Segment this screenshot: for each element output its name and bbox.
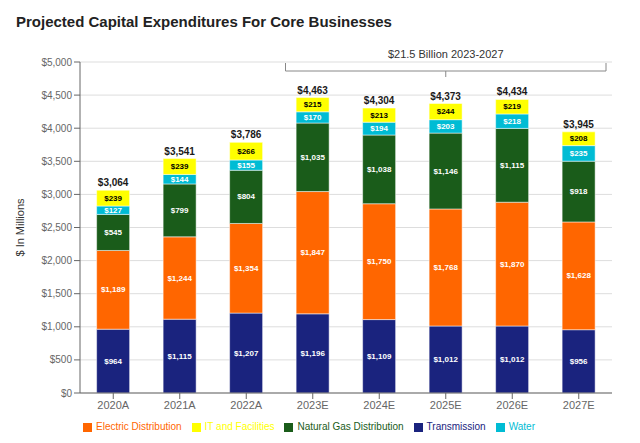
svg-text:$1,354: $1,354 (234, 264, 259, 273)
html-text:Electric Distribution: Electric Distribution (96, 421, 182, 432)
svg-text:$799: $799 (171, 206, 189, 215)
svg-text:$3,064: $3,064 (98, 177, 129, 188)
svg-text:$208: $208 (570, 134, 588, 143)
svg-text:2020A: 2020A (97, 399, 129, 411)
svg-text:$3,500: $3,500 (41, 156, 72, 167)
svg-text:$1,244: $1,244 (167, 274, 192, 283)
svg-text:$144: $144 (171, 175, 189, 184)
svg-text:$219: $219 (503, 102, 521, 111)
svg-text:$170: $170 (304, 113, 322, 122)
svg-text:$3,000: $3,000 (41, 189, 72, 200)
svg-text:$500: $500 (50, 354, 73, 365)
svg-text:$964: $964 (104, 357, 122, 366)
svg-text:$804: $804 (237, 192, 255, 201)
svg-text:$1,768: $1,768 (433, 263, 458, 272)
svg-text:$2,000: $2,000 (41, 255, 72, 266)
svg-text:$1,196: $1,196 (300, 349, 325, 358)
svg-text:$1,000: $1,000 (41, 321, 72, 332)
svg-text:$956: $956 (570, 357, 588, 366)
svg-text:$155: $155 (237, 161, 255, 170)
svg-text:$4,373: $4,373 (430, 91, 461, 102)
svg-text:$1,750: $1,750 (367, 257, 392, 266)
svg-text:$215: $215 (304, 100, 322, 109)
svg-text:$3,541: $3,541 (164, 146, 195, 157)
svg-text:$239: $239 (104, 194, 122, 203)
svg-text:$1,109: $1,109 (367, 352, 392, 361)
svg-text:$244: $244 (437, 107, 455, 116)
svg-text:$203: $203 (437, 122, 455, 131)
svg-text:$21.5 Billion 2023-2027: $21.5 Billion 2023-2027 (388, 48, 504, 60)
svg-text:$1,012: $1,012 (500, 355, 525, 364)
svg-text:$1,500: $1,500 (41, 288, 72, 299)
html-text:IT and Facilities: IT and Facilities (204, 421, 275, 432)
svg-text:$5,000: $5,000 (41, 57, 72, 68)
svg-text:$918: $918 (570, 187, 588, 196)
svg-text:$2,500: $2,500 (41, 222, 72, 233)
svg-text:$218: $218 (503, 117, 521, 126)
html-text:Natural Gas Distribution: Natural Gas Distribution (297, 421, 404, 432)
svg-text:$266: $266 (237, 147, 255, 156)
html-text:Projected Capital Expenditures: Projected Capital Expenditures For Core … (16, 13, 392, 30)
svg-text:2021A: 2021A (164, 399, 196, 411)
svg-text:$235: $235 (570, 149, 588, 158)
svg-text:$1,870: $1,870 (500, 260, 525, 269)
svg-text:$4,500: $4,500 (41, 90, 72, 101)
svg-text:$4,000: $4,000 (41, 123, 72, 134)
svg-text:$4,463: $4,463 (297, 85, 328, 96)
svg-text:$194: $194 (370, 124, 388, 133)
html-text:Transmission: Transmission (426, 421, 486, 432)
svg-text:$1,038: $1,038 (367, 165, 392, 174)
svg-text:$1,012: $1,012 (433, 355, 458, 364)
svg-text:$239: $239 (171, 162, 189, 171)
svg-text:$545: $545 (104, 228, 122, 237)
svg-text:$213: $213 (370, 111, 388, 120)
svg-text:$1,146: $1,146 (433, 167, 458, 176)
svg-text:$1,628: $1,628 (566, 271, 591, 280)
svg-text:$127: $127 (104, 206, 122, 215)
svg-text:2027E: 2027E (563, 399, 595, 411)
svg-text:$1,115: $1,115 (500, 161, 525, 170)
svg-text:2023E: 2023E (297, 399, 329, 411)
svg-text:2024E: 2024E (363, 399, 395, 411)
svg-text:2022A: 2022A (230, 399, 262, 411)
svg-text:2025E: 2025E (430, 399, 462, 411)
svg-text:$0: $0 (61, 388, 73, 399)
svg-text:$4,304: $4,304 (364, 95, 395, 106)
svg-text:$1,115: $1,115 (168, 352, 193, 361)
svg-text:$3,786: $3,786 (231, 129, 262, 140)
svg-text:$1,189: $1,189 (101, 285, 126, 294)
svg-text:$3,945: $3,945 (563, 119, 594, 130)
svg-text:$1,207: $1,207 (234, 349, 259, 358)
svg-text:$ In Millions: $ In Millions (14, 198, 26, 257)
svg-text:$1,847: $1,847 (300, 248, 325, 257)
svg-text:$4,434: $4,434 (497, 86, 528, 97)
svg-text:$1,035: $1,035 (300, 153, 325, 162)
html-text:Water: Water (508, 421, 535, 432)
svg-text:2026E: 2026E (496, 399, 528, 411)
